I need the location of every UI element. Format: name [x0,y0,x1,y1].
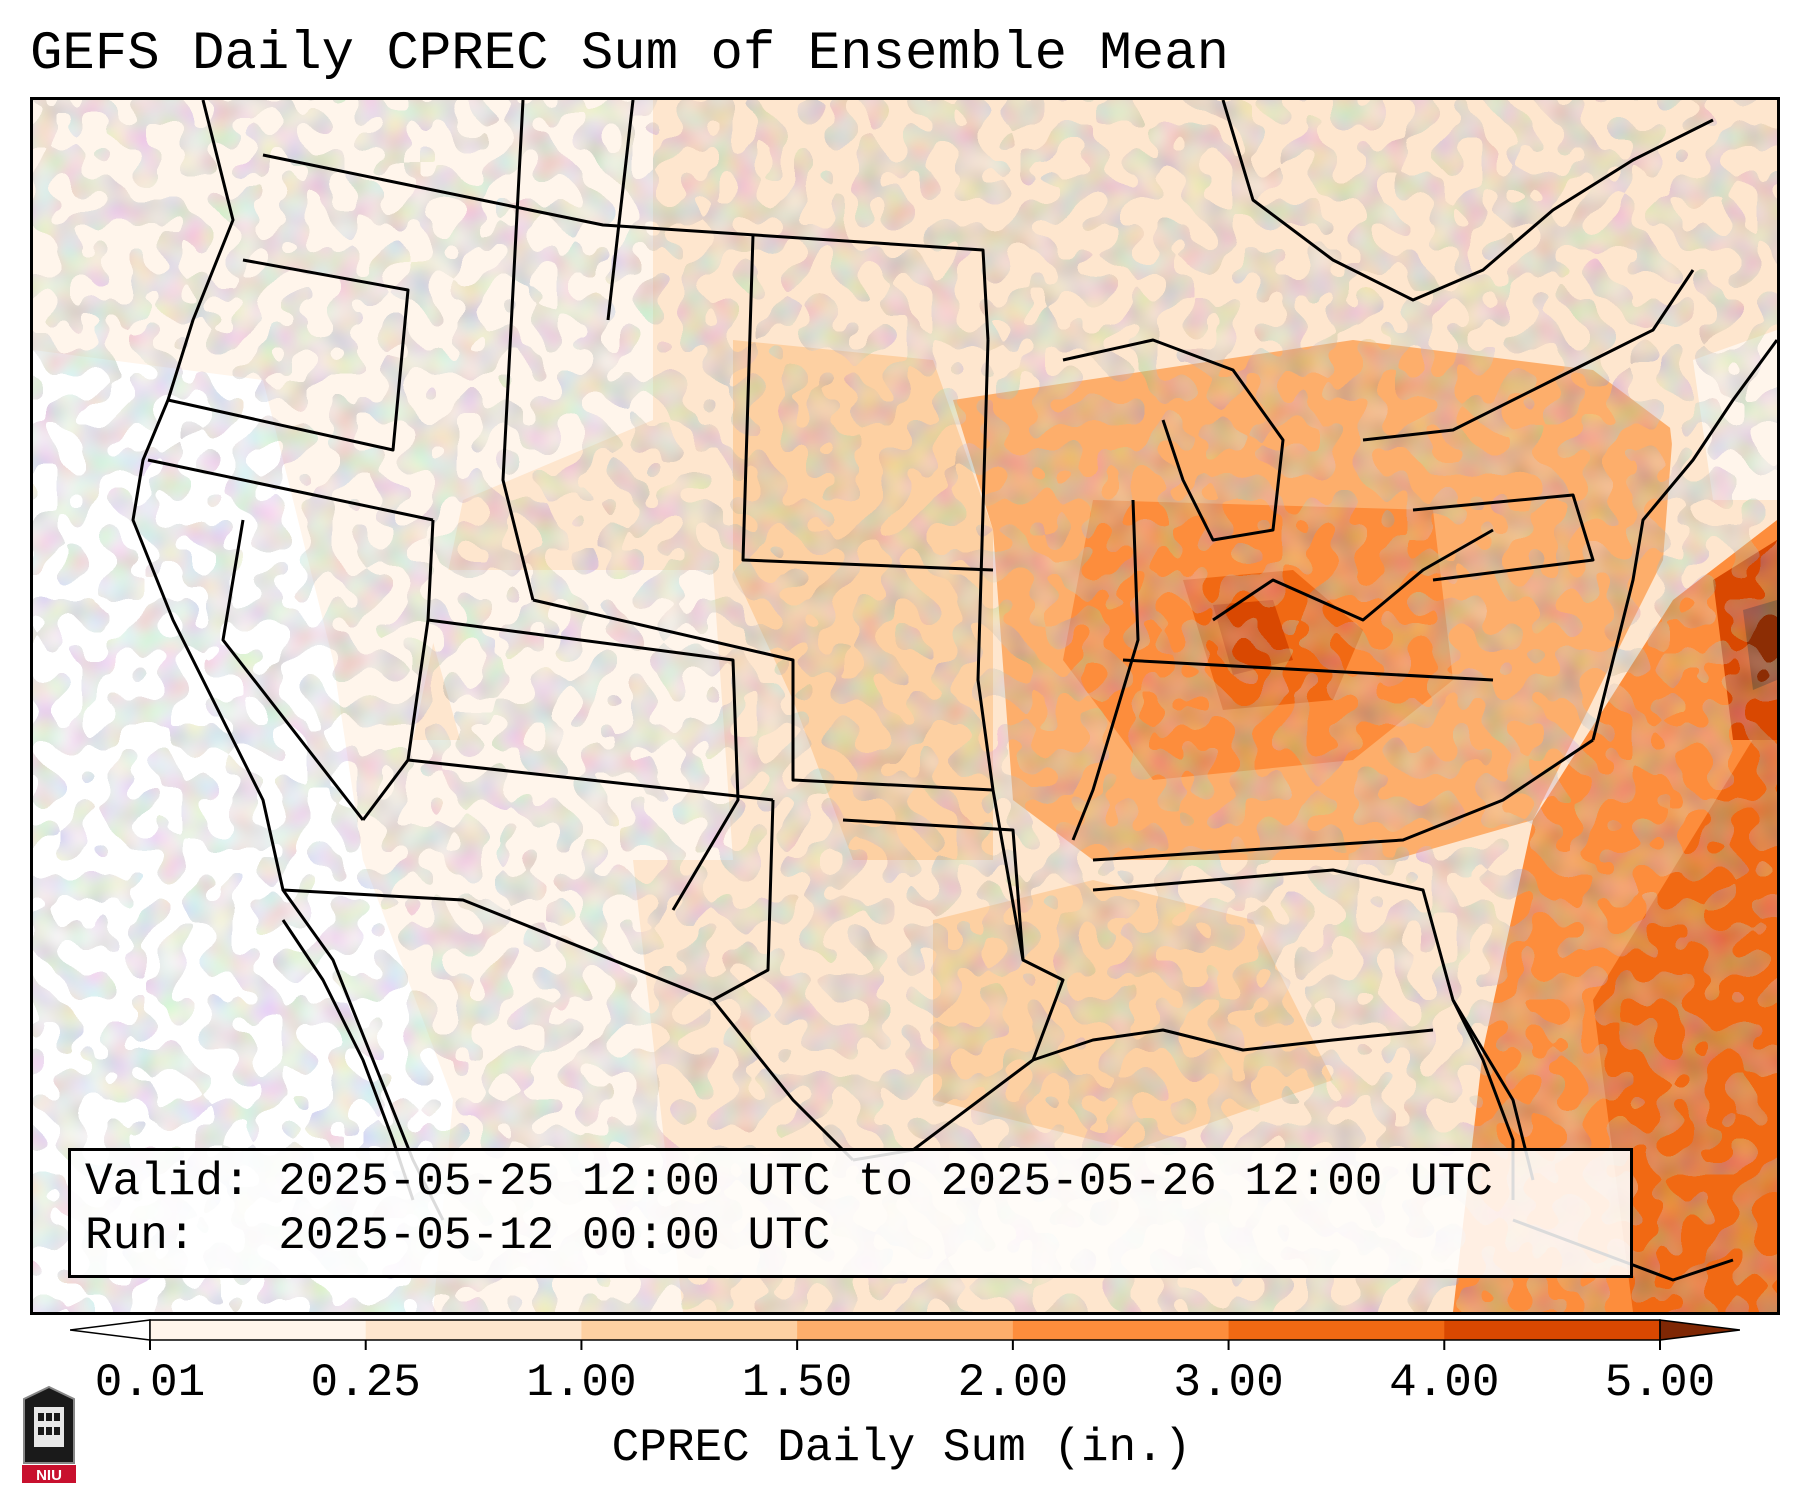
mexico-border-west [282,888,714,1002]
plains-east [976,339,1025,961]
colorbar-tick-label: 5.00 [1604,1357,1716,1409]
oregon-washington-border [167,258,410,452]
ohio-river [1212,528,1494,622]
colorbar-segment [1012,1320,1230,1340]
colorbar-tick-label: 0.25 [310,1357,421,1409]
colorbar-tick-label: 3.00 [1173,1357,1284,1409]
colorbar [70,1319,1740,1350]
pennsylvania [1412,493,1595,582]
nevada-east-border [361,519,435,821]
canada-east [1221,100,1714,302]
wyoming-nebraska [741,234,994,572]
svg-text:NIU: NIU [36,1467,62,1483]
precipitation-map [33,100,1777,1312]
map-title: GEFS Daily CPREC Sum of Ensemble Mean [30,24,1229,85]
montana-west [606,100,635,321]
east-coastline [1591,339,1777,741]
colorbar-segment [1444,1320,1661,1340]
great-lakes-border [1362,269,1695,442]
gulf-states-south [1092,868,1535,1181]
niu-logo: NIU [22,1385,76,1483]
colorbar-tick-label: 1.00 [526,1357,637,1409]
boundaries [131,100,1777,1282]
colorbar-tick-label: 0.01 [94,1357,206,1409]
run-time-line: Run: 2025-05-12 00:00 UTC [85,1210,831,1262]
valid-run-info-box: Valid: 2025-05-25 12:00 UTC to 2025-05-2… [68,1148,1633,1278]
colorbar-label: CPREC Daily Sum (in.) [611,1422,1192,1474]
colorbar-segment [150,1320,367,1340]
gulf-coastline [1032,1028,1434,1062]
colorbar-tick-label: 1.50 [741,1357,853,1409]
colorado-kansas [532,598,994,792]
map-panel [30,97,1780,1315]
valid-time-line: Valid: 2025-05-25 12:00 UTC to 2025-05-2… [85,1156,1493,1208]
michigan-outline [1062,338,1285,542]
colorbar-segment [797,1320,1014,1340]
canada-border-west [262,153,990,341]
colorbar-outline [149,1319,1661,1341]
pacific-coastline [131,100,445,1221]
arizona-north-border [407,758,774,802]
precip-field [33,100,1777,1312]
colorbar-segment [581,1320,798,1340]
colorbar-under-extension [70,1319,151,1341]
oregon-south-border [147,458,434,522]
colorbar-over-extension [1659,1319,1740,1341]
mississippi-river [1071,499,1140,841]
idaho-montana [501,100,535,601]
new-mexico-texas [711,799,855,1162]
colorbar-tick-label: 2.00 [957,1357,1069,1409]
colorbar-tick-label: 4.00 [1389,1357,1500,1409]
colorbar-segment [1228,1320,1445,1340]
colorbar-segment [365,1320,582,1340]
missouri-tn-line [1122,658,1494,682]
tn-nc-line [1092,738,1594,862]
california-nevada-border [221,519,365,821]
utah-colorado-border [427,618,740,911]
